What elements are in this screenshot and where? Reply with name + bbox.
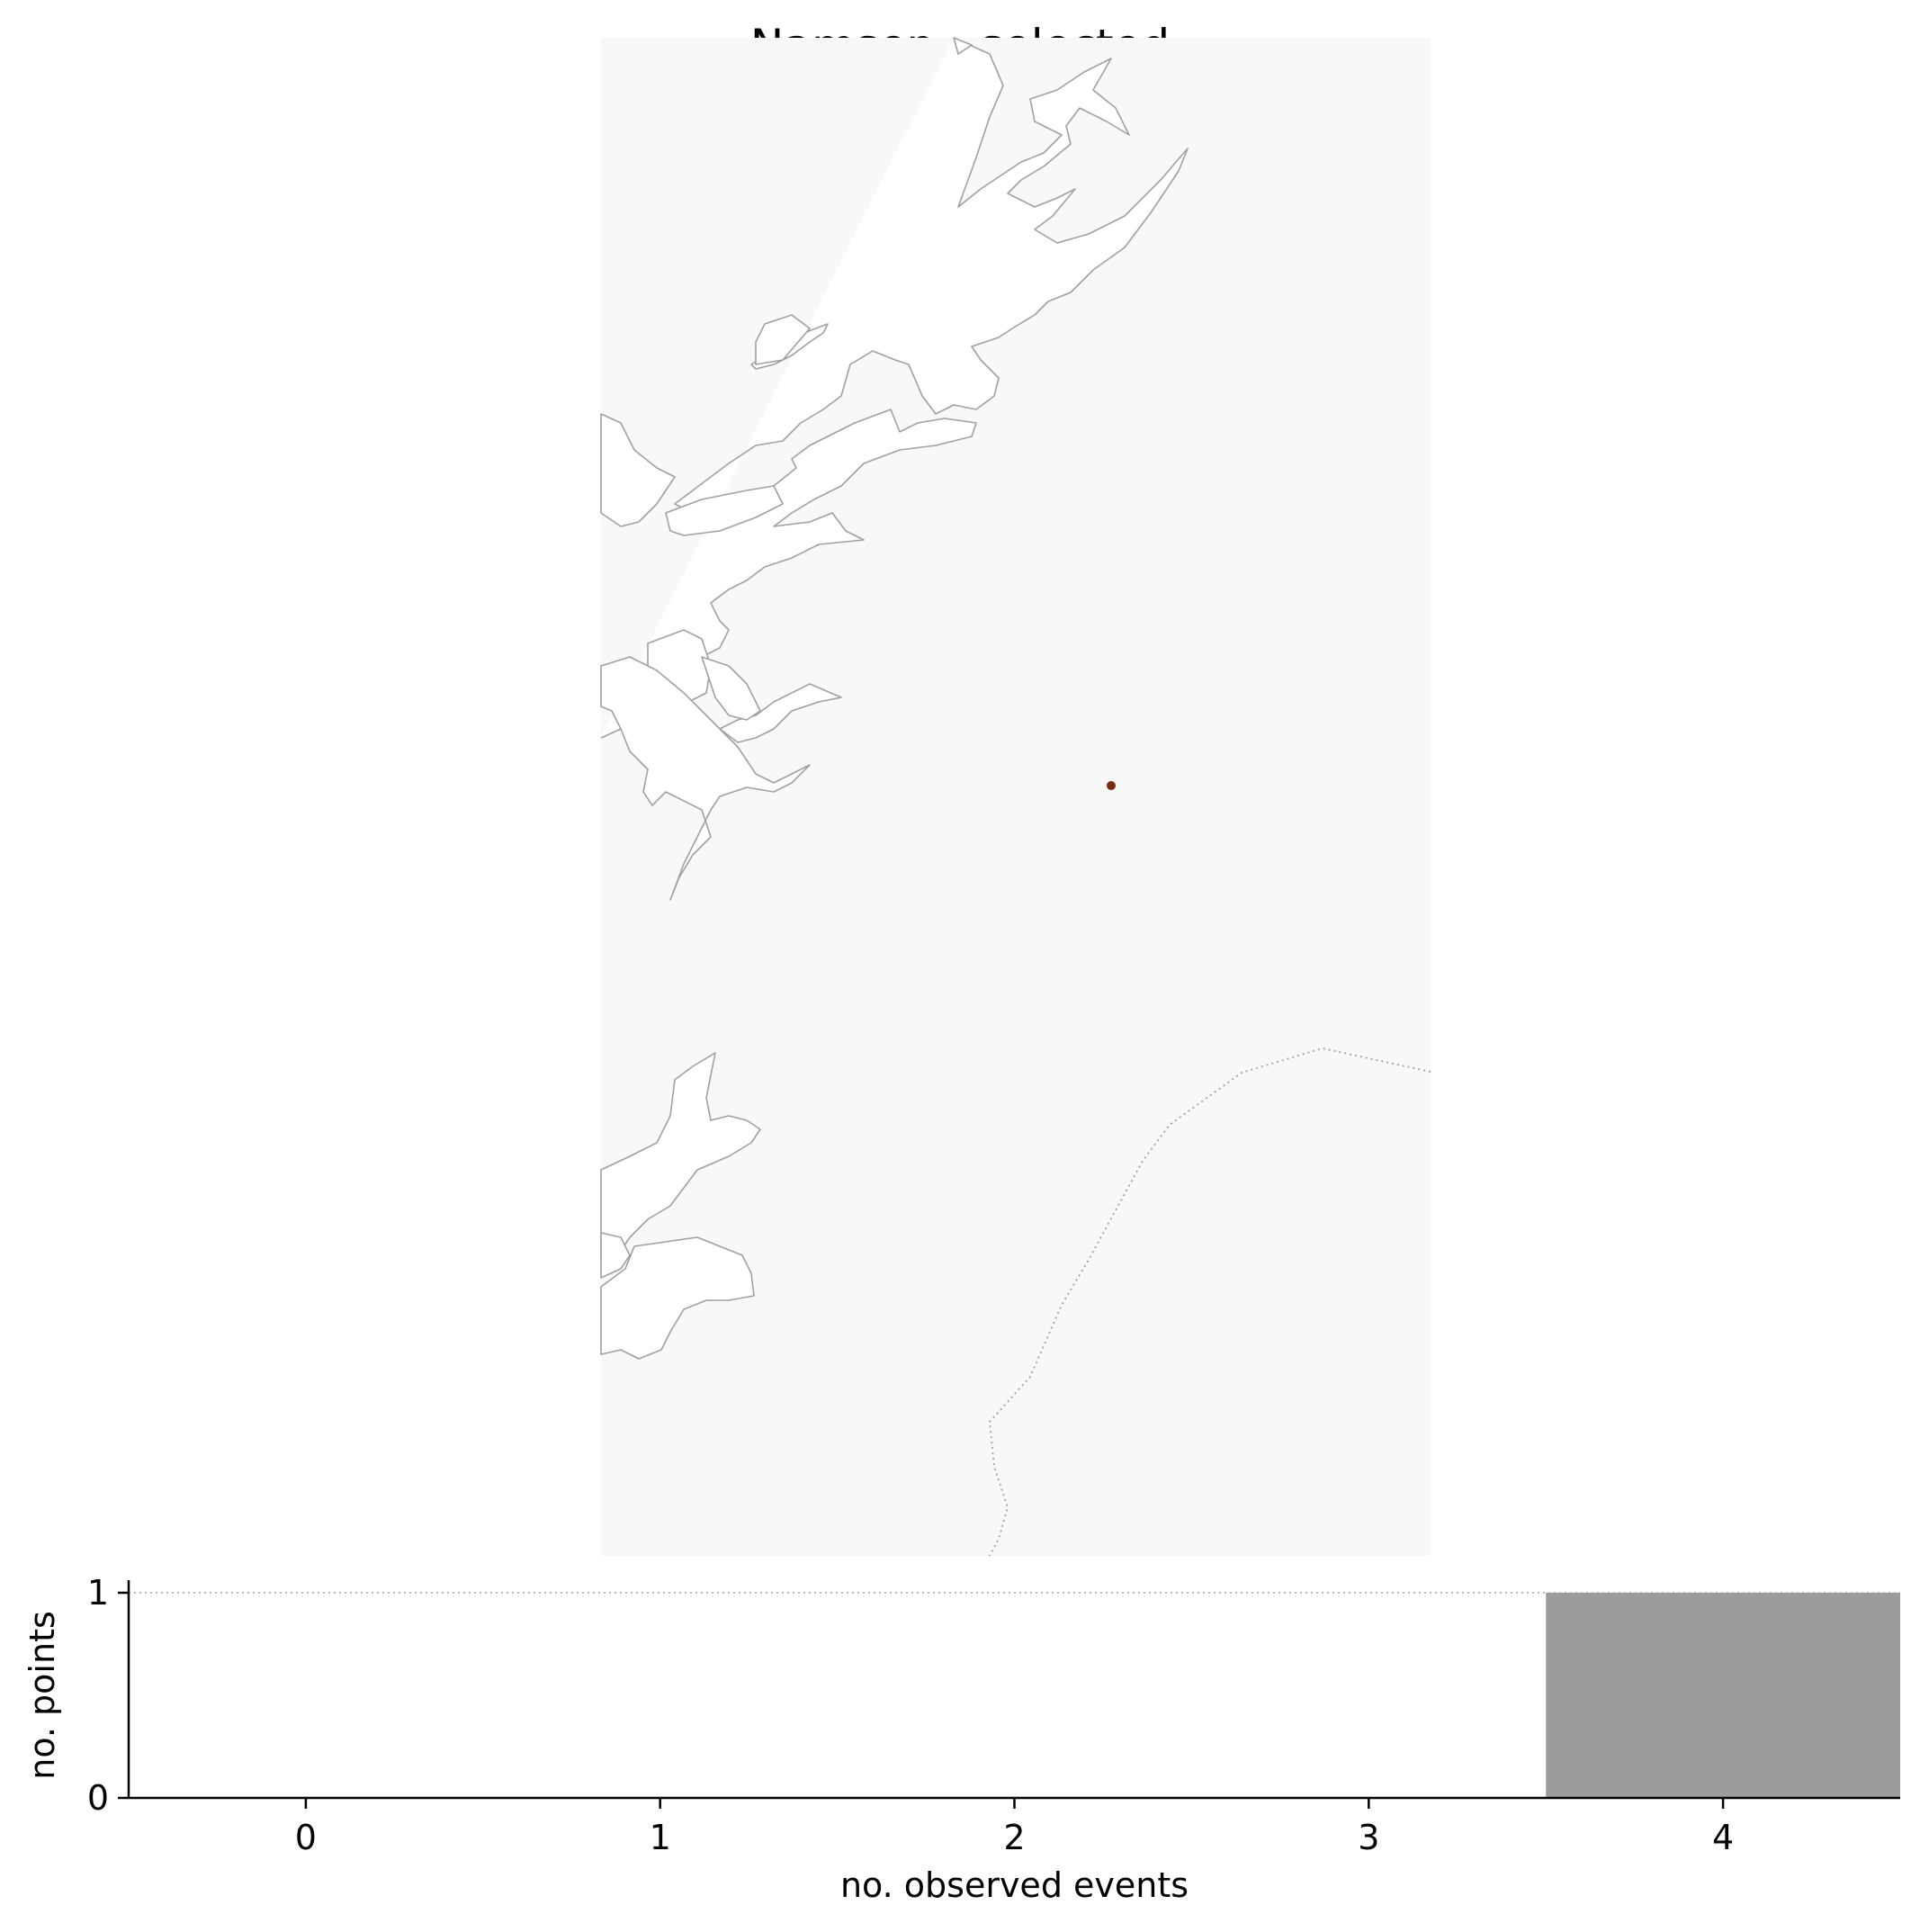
y-tick-label-0: 0: [87, 1778, 109, 1818]
bar-4: [1546, 1593, 1900, 1798]
x-ticks-group: 0 1 2 3 4: [295, 1798, 1734, 1857]
bars-group: [1546, 1593, 1900, 1798]
x-tick-label-2: 2: [1003, 1818, 1025, 1857]
map-panel: [600, 37, 1431, 1557]
coast-south-3: [600, 1236, 755, 1360]
island-mid-2: [600, 656, 811, 901]
island-west-1: [600, 413, 676, 527]
coast-north: [600, 37, 1189, 739]
x-tick-label-1: 1: [650, 1818, 671, 1857]
y-tick-label-1: 1: [87, 1573, 109, 1613]
national-border: [989, 1047, 1431, 1557]
x-tick-label-4: 4: [1712, 1818, 1734, 1857]
island-mid-4: [701, 656, 761, 721]
x-axis-label: no. observed events: [840, 1865, 1189, 1905]
island-west-2: [755, 314, 811, 365]
island-mid-3: [719, 683, 842, 743]
coast-south-2: [600, 1232, 631, 1279]
island-west-3: [665, 485, 784, 536]
selected-point: [1107, 781, 1116, 790]
coast-south-1: [600, 1052, 761, 1261]
y-ticks-group: 01: [87, 1573, 129, 1818]
y-axis-label: no. points: [22, 1611, 62, 1780]
coast-north-island-2: [953, 37, 973, 55]
coastline: [600, 37, 1189, 1360]
x-tick-label-3: 3: [1358, 1818, 1379, 1857]
x-tick-label-0: 0: [295, 1818, 317, 1857]
